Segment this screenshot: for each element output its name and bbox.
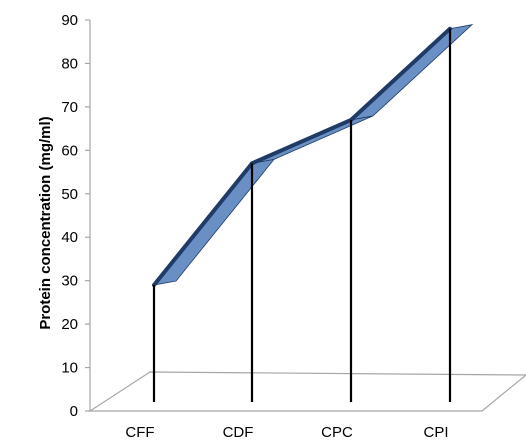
x-tick-label: CPC (321, 424, 353, 441)
floor-outline (87, 371, 526, 412)
drop-lines (152, 28, 452, 402)
y-tick-label: 60 (61, 142, 78, 159)
y-tick-label: 30 (61, 273, 78, 290)
y-tick-label: 80 (61, 55, 78, 72)
y-tick-label: 70 (61, 99, 78, 116)
y-tick-label: 90 (61, 12, 78, 29)
x-tick-labels: CFF CDF CPC CPI (125, 424, 448, 441)
y-tick-label: 50 (61, 186, 78, 203)
ribbon-segment-top (153, 158, 275, 286)
series-ribbon (152, 24, 474, 288)
y-tick-labels: 0 10 20 30 40 50 60 70 80 90 (61, 12, 78, 420)
x-tick-label: CDF (223, 424, 254, 441)
y-axis (85, 19, 91, 412)
y-tick-label: 10 (61, 360, 78, 377)
x-tick-label: CFF (125, 424, 154, 441)
chart-floor (87, 371, 526, 412)
ribbon-segment-front (349, 26, 452, 122)
ribbon-segment-front (152, 161, 254, 288)
y-tick-label: 20 (61, 316, 78, 333)
y-axis-title: Protein concentration (mg/ml) (37, 116, 54, 329)
y-tick-label: 0 (70, 403, 78, 420)
x-tick-label: CPI (423, 424, 448, 441)
y-tick-label: 40 (61, 229, 78, 246)
ribbon-segment-front (250, 117, 353, 166)
